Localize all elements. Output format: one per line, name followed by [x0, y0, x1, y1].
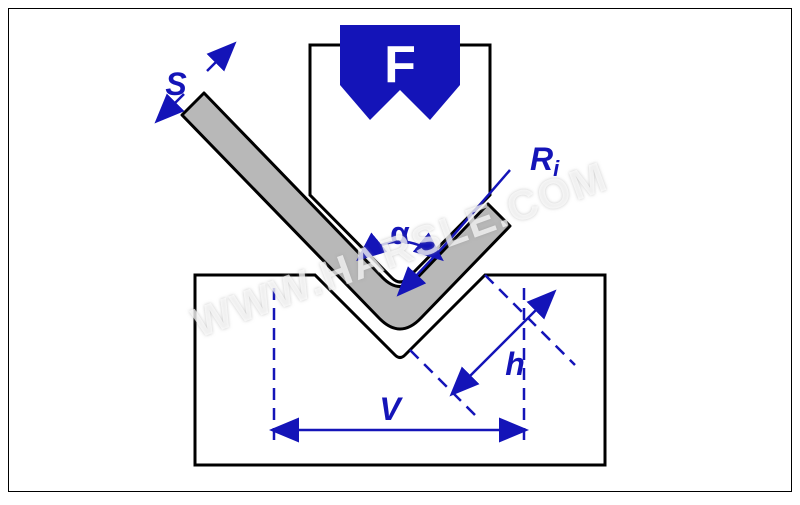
angle-label: α	[390, 215, 410, 251]
thickness-label: S	[165, 66, 187, 102]
bending-diagram: F S Ri α V h	[0, 0, 800, 500]
radius-label: Ri	[530, 141, 560, 181]
die-width-label: V	[379, 391, 403, 427]
force-label: F	[384, 36, 416, 94]
die-depth-label: h	[505, 346, 525, 382]
